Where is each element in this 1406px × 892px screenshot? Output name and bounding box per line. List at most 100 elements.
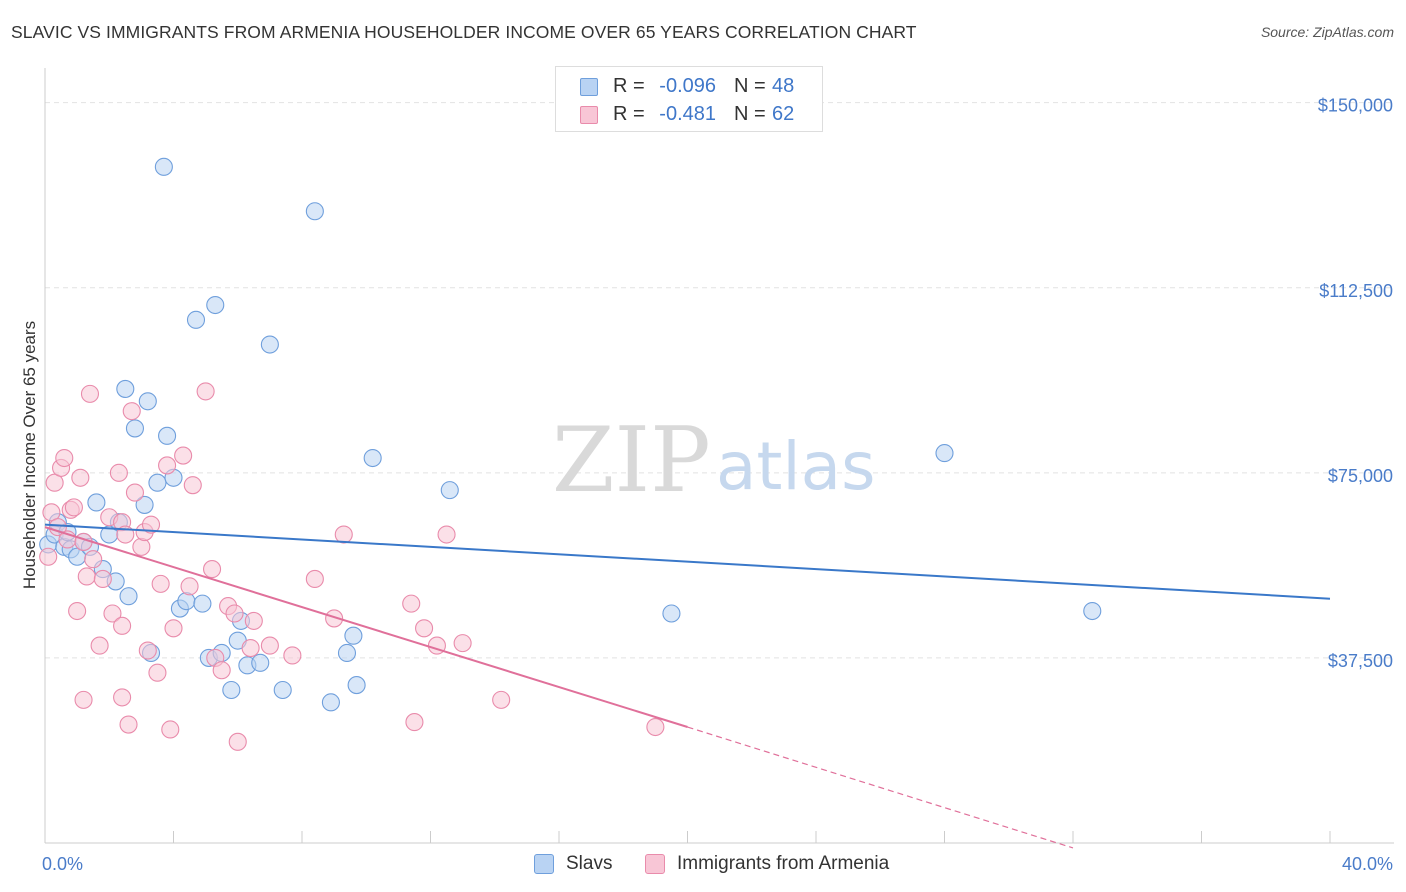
- stats-row-armenia: R = -0.481 N = 62: [556, 100, 822, 130]
- armenia-point: [203, 560, 222, 579]
- armenia-point: [225, 604, 244, 623]
- armenia-point: [260, 636, 279, 655]
- armenia-point: [402, 594, 421, 613]
- slavs-point: [321, 693, 340, 712]
- n-value: 62: [772, 103, 795, 125]
- correlation-stats-box: R = -0.096 N = 48 R = -0.481 N = 62: [555, 66, 823, 132]
- armenia-point: [84, 550, 103, 569]
- watermark-atlas-text: atlas: [716, 428, 876, 505]
- armenia-point: [93, 569, 112, 589]
- armenia-point: [164, 619, 183, 638]
- y-tick-label: $150,000: [1318, 96, 1393, 116]
- slavs-point: [116, 379, 135, 398]
- armenia-point: [68, 601, 87, 621]
- armenia-point: [141, 515, 161, 534]
- armenia-point: [305, 569, 324, 589]
- slavs-trend-line: [44, 523, 1331, 600]
- armenia-point: [161, 720, 180, 739]
- legend-label: Immigrants from Armenia: [677, 853, 890, 874]
- slavs-point: [305, 202, 324, 221]
- armenia-point: [158, 456, 177, 475]
- slavs-point: [186, 310, 206, 329]
- armenia-point: [55, 448, 74, 468]
- armenia-point: [151, 574, 170, 593]
- slavs-point: [87, 493, 106, 512]
- armenia-point: [71, 468, 90, 487]
- armenia-swatch: [580, 106, 598, 124]
- watermark: ZIP atlas: [552, 408, 876, 513]
- slavs-point: [344, 626, 363, 645]
- slavs-point: [119, 587, 138, 606]
- slavs-point: [138, 392, 157, 411]
- x-tick-label: 0.0%: [42, 854, 83, 874]
- armenia-point: [241, 638, 260, 658]
- slavs-point: [222, 680, 241, 700]
- armenia-point: [174, 446, 193, 465]
- armenia-point: [437, 525, 456, 544]
- slavs-point: [273, 680, 292, 700]
- armenia-point: [119, 715, 138, 734]
- n-label: N =: [734, 75, 766, 97]
- y-tick-label: $75,000: [1328, 466, 1393, 486]
- legend: Slavs Immigrants from Armenia: [0, 852, 1406, 878]
- y-tick-label: $37,500: [1328, 651, 1393, 671]
- armenia-point: [64, 498, 83, 517]
- armenia-point: [39, 547, 58, 566]
- r-value: -0.096: [659, 75, 716, 97]
- slavs-point: [662, 604, 681, 623]
- armenia-point: [196, 382, 215, 401]
- armenia-trend-line: [44, 526, 688, 728]
- armenia-point: [125, 483, 144, 502]
- slavs-point: [148, 473, 167, 492]
- n-value: 48: [772, 75, 795, 97]
- y-tick-label: $112,500: [1319, 281, 1393, 301]
- armenia-point: [405, 713, 424, 732]
- trend-lines: [44, 523, 1331, 849]
- slavs-point: [251, 653, 270, 672]
- slavs-point: [363, 448, 382, 468]
- legend-label: Slavs: [566, 853, 613, 874]
- stats-row-slavs: R = -0.096 N = 48: [556, 72, 822, 102]
- slavs-point: [135, 495, 154, 514]
- armenia-point: [148, 663, 167, 682]
- slavs-point: [158, 426, 177, 445]
- slavs-point: [177, 592, 196, 611]
- slavs-point: [260, 335, 279, 354]
- armenia-point: [283, 646, 302, 665]
- slavs-point: [193, 594, 212, 613]
- armenia-point: [77, 567, 96, 586]
- armenia-point: [74, 690, 93, 709]
- slavs-legend-swatch: [534, 854, 554, 874]
- armenia-point: [90, 636, 109, 655]
- armenia-point: [244, 611, 263, 630]
- slavs-point: [125, 419, 144, 438]
- watermark-zip-text: ZIP: [552, 408, 711, 513]
- y-axis-label: Householder Income Over 65 years: [20, 320, 39, 590]
- r-label: R =: [613, 103, 645, 125]
- armenia-point: [109, 463, 128, 482]
- armenia-point: [113, 616, 132, 635]
- armenia-point: [415, 619, 434, 638]
- armenia-point: [228, 732, 247, 751]
- r-value: -0.481: [659, 103, 716, 125]
- x-tick-label: 40.0%: [1342, 854, 1393, 874]
- armenia-point: [80, 384, 100, 403]
- armenia-point: [103, 604, 122, 623]
- slavs-point: [206, 295, 225, 315]
- slavs-point: [347, 676, 366, 695]
- armenia-point: [453, 634, 472, 653]
- slavs-point: [935, 444, 954, 463]
- gridlines: [45, 102, 1394, 659]
- armenia-point: [122, 402, 141, 421]
- armenia-legend-swatch: [645, 854, 665, 874]
- armenia-point: [334, 525, 353, 544]
- slavs-point: [440, 481, 459, 500]
- slavs-point: [337, 643, 357, 663]
- slavs-point: [154, 157, 173, 176]
- armenia-point: [138, 641, 157, 660]
- n-label: N =: [734, 103, 766, 125]
- axes: [44, 68, 1394, 844]
- armenia-point: [325, 609, 344, 628]
- armenia-point: [492, 690, 511, 709]
